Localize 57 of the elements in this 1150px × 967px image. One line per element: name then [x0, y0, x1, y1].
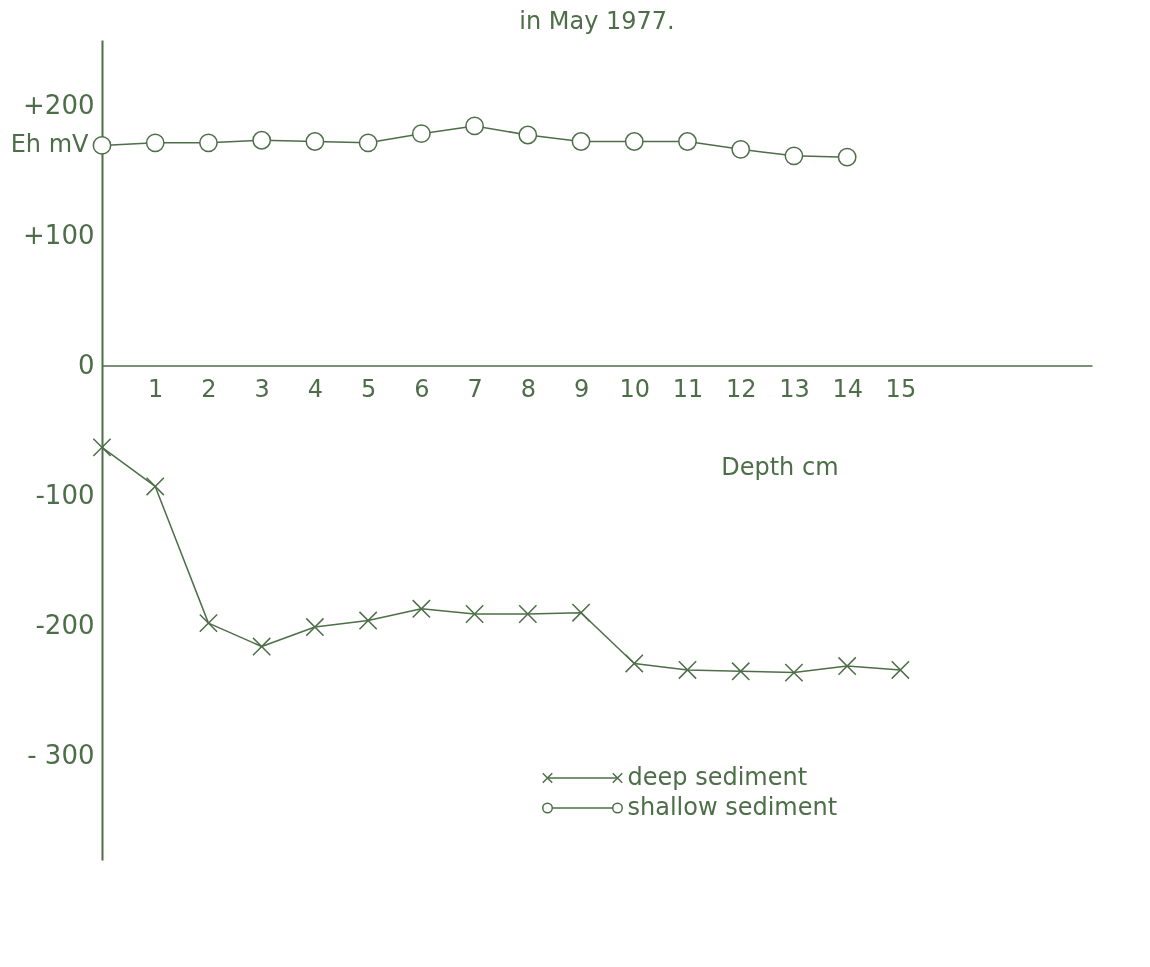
- x-tick-label: 4: [307, 374, 324, 403]
- x-tick-label: 14: [832, 374, 863, 403]
- x-tick-label: 3: [254, 374, 270, 403]
- y-tick-label: +200: [23, 89, 95, 120]
- point: [465, 604, 484, 624]
- point: [411, 124, 431, 144]
- point: [252, 130, 272, 150]
- y-axis-title: Eh mV: [10, 129, 90, 158]
- y-tick-label: 0: [77, 349, 95, 380]
- point: [784, 146, 804, 166]
- point: [518, 125, 538, 145]
- point: [784, 663, 804, 682]
- point: [731, 139, 751, 159]
- point: [305, 617, 325, 637]
- point: [305, 132, 325, 151]
- point: [145, 133, 165, 153]
- point: [518, 604, 538, 624]
- point: [571, 603, 591, 623]
- y-tick-label: -200: [35, 610, 95, 641]
- x-tick-label: 13: [779, 374, 810, 403]
- x-tick-label: 12: [725, 374, 757, 403]
- x-tick-label: 9: [573, 374, 590, 403]
- x-tick-label: 1: [148, 374, 164, 403]
- y-tick-label: -100: [35, 480, 95, 511]
- point: [837, 147, 857, 167]
- point: [624, 132, 644, 151]
- chart-title: in May 1977.: [519, 7, 675, 35]
- point: [358, 611, 378, 630]
- legend-label: deep sediment: [627, 763, 808, 791]
- point: [837, 656, 857, 676]
- point: [465, 116, 484, 136]
- point: [92, 437, 112, 457]
- y-tick-label: +100: [23, 219, 95, 250]
- x-tick-label: 11: [672, 374, 704, 403]
- point: [890, 660, 910, 680]
- x-tick-label: 6: [414, 374, 430, 403]
- legend-label: shallow sediment: [627, 793, 838, 821]
- y-tick-label: - 300: [27, 740, 95, 771]
- point: [92, 136, 112, 155]
- x-tick-label: 7: [467, 374, 483, 403]
- point: [624, 654, 644, 673]
- point: [199, 613, 218, 633]
- point: [411, 599, 431, 619]
- x-tick-label: 2: [201, 374, 217, 403]
- point: [199, 133, 218, 153]
- x-tick-label: 5: [360, 374, 377, 403]
- point: [678, 132, 697, 151]
- point: [358, 133, 378, 153]
- point: [571, 132, 591, 151]
- point: [145, 477, 165, 496]
- x-tick-label: 15: [885, 374, 917, 403]
- point: [678, 660, 697, 680]
- x-axis-title: Depth cm: [721, 452, 839, 481]
- point: [731, 661, 751, 681]
- point: [252, 637, 272, 656]
- x-tick-label: 10: [619, 374, 651, 403]
- x-tick-label: 8: [520, 374, 536, 403]
